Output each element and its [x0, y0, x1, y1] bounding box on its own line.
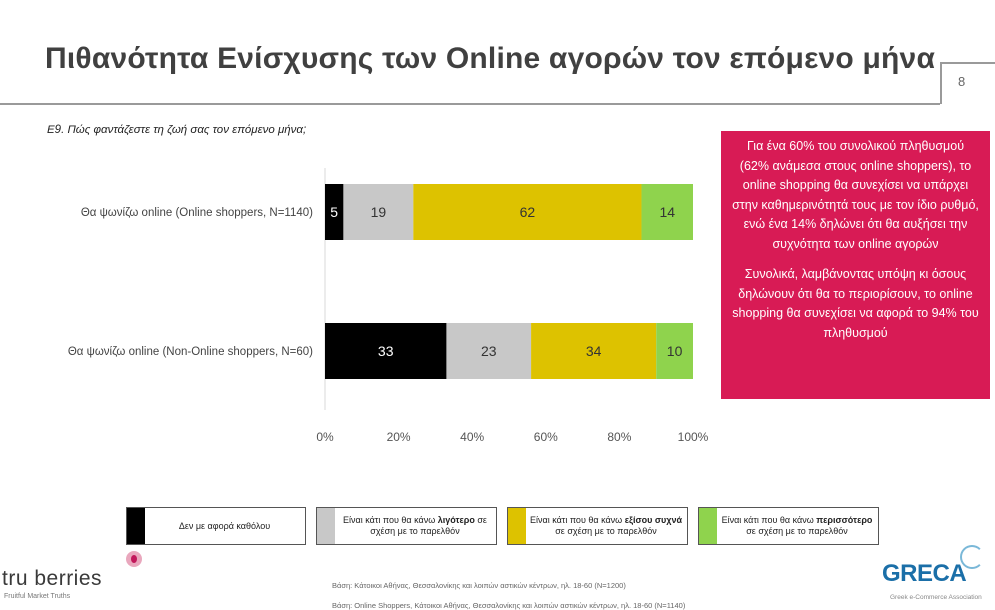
legend-emphasis: εξίσου συχνά — [624, 515, 682, 525]
data-label: 19 — [371, 204, 387, 220]
data-label: 10 — [667, 343, 683, 359]
legend-text: Είναι κάτι που θα κάνω λιγότερο σε σχέση… — [343, 515, 487, 536]
legend-item-not-relevant: Δεν με αφορά καθόλου — [126, 507, 306, 545]
page-title: Πιθανότητα Ενίσχυσης των Online αγορών τ… — [45, 42, 936, 75]
data-label: 62 — [520, 204, 536, 220]
title-divider — [0, 103, 940, 105]
legend-emphasis: περισσότερο — [816, 515, 873, 525]
data-label: 5 — [330, 204, 338, 220]
insight-paragraph-2: Συνολικά, λαμβάνοντας υπόψη κι όσους δηλ… — [732, 267, 979, 340]
bar-segment — [446, 323, 532, 379]
insight-paragraph-1: Για ένα 60% του συνολικού πληθυσμού (62%… — [732, 139, 979, 251]
greca-tagline: Greek e-Commerce Association — [890, 594, 982, 601]
legend-item-same: Είναι κάτι που θα κάνω εξίσου συχνά σε σ… — [507, 507, 688, 545]
bar-segment — [641, 184, 693, 240]
x-tick-label: 80% — [607, 430, 631, 444]
page-number-frame — [940, 62, 995, 104]
legend-text: Είναι κάτι που θα κάνω περισσότερο σε σχ… — [721, 515, 873, 536]
x-tick-label: 0% — [316, 430, 334, 444]
x-tick-label: 100% — [678, 430, 709, 444]
greca-swoosh-icon — [960, 545, 984, 569]
legend-item-less: Είναι κάτι που θα κάνω λιγότερο σε σχέση… — [316, 507, 497, 545]
truberries-logo: tru berries — [2, 567, 103, 590]
legend-label: Είναι κάτι που θα κάνω λιγότερο σε σχέση… — [337, 508, 493, 544]
truberries-logo-mark-icon — [126, 551, 142, 567]
data-label: 33 — [378, 343, 394, 359]
insight-note: Για ένα 60% του συνολικού πληθυσμού (62%… — [721, 131, 990, 399]
base-note-total: Βάση: Κάτοικοι Αθήνας, Θεσσαλονίκης και … — [332, 581, 626, 590]
legend-label: Είναι κάτι που θα κάνω περισσότερο σε σχ… — [719, 508, 875, 544]
category-label: Θα ψωνίζω online (Online shoppers, N=114… — [81, 207, 313, 219]
bar-segment — [413, 184, 642, 240]
bar-segment — [325, 323, 447, 379]
truberries-tagline: Fruitful Market Truths — [4, 593, 71, 600]
category-label: Θα ψωνίζω online (Non-Online shoppers, N… — [68, 346, 313, 358]
legend-swatch — [508, 508, 526, 544]
legend-swatch — [699, 508, 717, 544]
bar-segment — [343, 184, 414, 240]
bar-segment — [656, 323, 693, 379]
legend-label: Είναι κάτι που θα κάνω εξίσου συχνά σε σ… — [528, 508, 684, 544]
legend-text: Δεν με αφορά καθόλου — [178, 520, 271, 531]
legend-emphasis: λιγότερο — [437, 515, 475, 525]
page-number: 8 — [958, 74, 966, 89]
x-tick-label: 40% — [460, 430, 484, 444]
x-tick-label: 20% — [387, 430, 411, 444]
x-tick-label: 60% — [534, 430, 558, 444]
legend-text: Είναι κάτι που θα κάνω εξίσου συχνά σε σ… — [530, 515, 682, 536]
bar-segment — [325, 184, 344, 240]
data-label: 23 — [481, 343, 497, 359]
base-note-online: Βάση: Online Shoppers, Κάτοικοι Αθήνας, … — [332, 601, 686, 610]
legend-item-more: Είναι κάτι που θα κάνω περισσότερο σε σχ… — [698, 507, 879, 545]
legend-swatch — [317, 508, 335, 544]
greca-logo: GRECA — [882, 560, 967, 587]
data-label: 34 — [586, 343, 602, 359]
legend-label: Δεν με αφορά καθόλου — [147, 508, 302, 544]
survey-question: Ε9. Πώς φαντάζεστε τη ζωή σας τον επόμεν… — [47, 124, 307, 136]
legend-swatch — [127, 508, 145, 544]
data-label: 14 — [659, 204, 675, 220]
bar-segment — [531, 323, 657, 379]
